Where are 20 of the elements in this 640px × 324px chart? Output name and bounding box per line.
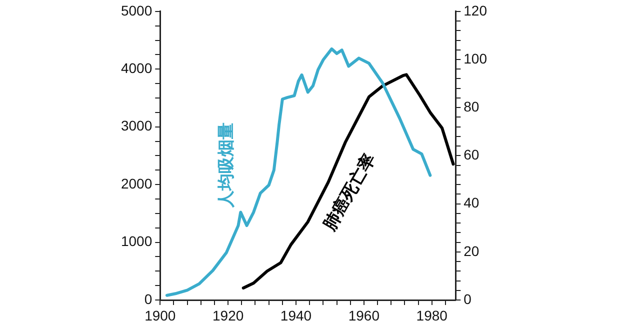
- y-tick-label: 1000: [120, 233, 152, 250]
- y2-tick-label: 0: [464, 290, 472, 307]
- x-tick-label: 1900: [144, 307, 176, 324]
- y2-tick-label: 40: [464, 194, 480, 211]
- y2-tick-label: 20: [464, 242, 480, 259]
- y2-tick-label: 120: [464, 2, 488, 18]
- y2-tick-label: 100: [464, 50, 488, 66]
- text: 人均吸烟量: [216, 122, 236, 209]
- y2-tick-label: 60: [464, 146, 480, 163]
- text: 肺癌死亡率: [320, 150, 380, 234]
- y-tick-label: 0: [144, 290, 152, 307]
- y-tick-label: 3000: [120, 118, 152, 134]
- x-tick-label: 1940: [280, 307, 312, 324]
- y-tick-label: 4000: [120, 60, 152, 76]
- x-tick-label: 1960: [348, 307, 380, 324]
- x-tick-label: 1920: [212, 307, 244, 324]
- y2-tick-label: 80: [464, 98, 480, 114]
- y-tick-label: 5000: [120, 2, 152, 18]
- x-tick-label: 1980: [416, 307, 448, 324]
- y-tick-label: 2000: [120, 175, 152, 192]
